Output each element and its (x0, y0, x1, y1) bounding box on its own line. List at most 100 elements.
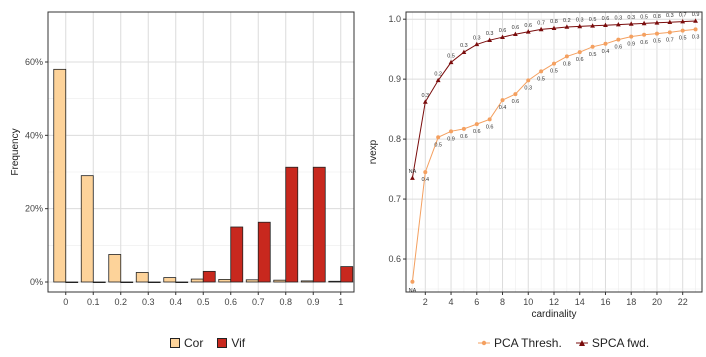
point-pca-21 (667, 30, 672, 35)
x-tick-label: 0.4 (169, 297, 182, 307)
point-pca-17 (616, 37, 621, 42)
point-pca-11 (539, 69, 544, 74)
point-spca-7 (487, 37, 493, 42)
point-pca-18 (629, 34, 634, 39)
bar-vif-0.1 (92, 281, 106, 284)
y-tick-label: 0.8 (388, 134, 401, 144)
legend-label-cor: Cor (184, 336, 204, 350)
x-tick-label: 20 (652, 297, 662, 307)
point-spca-11 (538, 26, 544, 32)
point-pca-19 (642, 32, 647, 37)
data-label-spca: 0.3 (666, 13, 674, 19)
data-label-pca: 0.9 (627, 42, 635, 48)
x-tick-label: 0 (63, 297, 68, 307)
data-label-pca: 0.4 (602, 49, 610, 55)
x-tick-label: 4 (449, 297, 454, 307)
data-label-spca: 0.5 (447, 53, 455, 59)
data-label-spca: 0.8 (550, 19, 558, 25)
x-tick-label: 0.8 (279, 297, 292, 307)
point-pca-13 (564, 54, 569, 59)
bar-cor-0.8 (273, 279, 287, 283)
x-tick-label: 0.9 (307, 297, 320, 307)
point-pca-4 (449, 129, 454, 134)
bar-cor-0 (53, 68, 67, 283)
x-tick-label: 0.6 (224, 297, 237, 307)
y-tick-label: 0% (30, 277, 43, 287)
left-legend: Cor Vif (170, 336, 253, 350)
x-tick-label: 6 (474, 297, 479, 307)
data-label-pca: 0.6 (486, 124, 494, 130)
data-label-pca: 0.6 (640, 40, 648, 46)
y-tick-label: 20% (25, 204, 43, 214)
legend-label-spca: SPCA fwd. (591, 336, 650, 350)
data-label-pca: 0.6 (460, 134, 468, 140)
point-spca-21 (667, 19, 673, 24)
data-label-pca: 0.6 (615, 45, 623, 51)
point-pca-16 (603, 41, 608, 46)
point-pca-10 (526, 78, 531, 83)
point-spca-8 (500, 34, 505, 39)
x-tick-label: 2 (423, 297, 428, 307)
bar-cor-0.2 (108, 254, 122, 283)
point-spca-2 (422, 99, 428, 104)
bar-cor-0.4 (163, 277, 177, 283)
data-label-spca: 0.2 (434, 71, 442, 77)
data-label-pca: 0.5 (589, 52, 597, 58)
data-label-spca: 0.3 (627, 15, 635, 21)
legend-swatch-vif (217, 338, 228, 348)
rvexp-line-chart: 0.6 0.7 0.8 0.9 1.0 2 4 6 8 10 12 14 16 18 20 22 NA 0.4 0.… (368, 11, 703, 320)
data-label-spca: 0.6 (499, 28, 507, 34)
data-label-pca: NA (409, 288, 417, 294)
data-label-pca: 0.3 (692, 34, 700, 40)
data-label-spca: 0.5 (589, 17, 597, 23)
x-tick-label: 16 (600, 297, 610, 307)
panel-border (405, 11, 703, 293)
data-label-pca: 0.4 (499, 105, 507, 111)
bar-vif-1 (340, 266, 354, 283)
bar-cor-0.3 (135, 272, 149, 283)
y-tick-label: 0.7 (388, 194, 401, 204)
legend-marker-pca (478, 340, 490, 346)
legend-marker-spca (575, 340, 588, 346)
data-label-pca: 0.3 (524, 85, 532, 91)
y-tick-label: 1.0 (388, 14, 401, 24)
frequency-bar-chart: 0% 20% 40% 60% 0 0.1 0.2 0.3 0.4 0.5 0.6 0.7 0.8 0.9 1… (10, 11, 355, 307)
point-spca-12 (551, 25, 557, 30)
x-axis-label: cardinality (531, 309, 576, 320)
legend-item-cor: Cor (170, 336, 203, 350)
panel-border (47, 11, 355, 293)
point-spca-16 (603, 22, 608, 27)
y-axis-label: rvexp (368, 139, 379, 164)
bar-vif-0.5 (202, 270, 216, 283)
point-spca-17 (615, 21, 621, 27)
point-spca-14 (577, 23, 583, 29)
right-legend: PCA Thresh. SPCA fwd. (478, 336, 657, 350)
data-label-pca: 0.9 (447, 136, 455, 142)
bar-cor-1 (328, 280, 342, 283)
legend-item-pca: PCA Thresh. (478, 336, 562, 350)
data-label-pca: 0.7 (666, 37, 674, 43)
data-label-pca: 0.6 (576, 57, 584, 63)
data-label-spca: 0.7 (537, 20, 545, 26)
data-label-pca: 0.5 (679, 36, 687, 42)
data-label-spca: 0.3 (486, 31, 494, 37)
data-label-spca: 0.8 (653, 14, 661, 20)
bar-cor-0.5 (190, 278, 204, 283)
bar-vif-0.3 (147, 281, 161, 284)
y-tick-label: 0.6 (388, 254, 401, 264)
x-tick-label: 8 (500, 297, 505, 307)
bar-cor-0.7 (245, 279, 259, 283)
x-tick-label: 1 (338, 297, 343, 307)
point-spca-13 (564, 24, 570, 29)
point-pca-20 (654, 31, 659, 36)
point-pca-23 (693, 27, 698, 32)
data-label-pca: 0.8 (563, 61, 571, 67)
data-label-spca: 0.5 (640, 14, 648, 20)
point-spca-19 (641, 20, 647, 26)
point-pca-2 (423, 170, 428, 175)
data-label-spca: 0.6 (602, 16, 610, 22)
data-label-pca: 0.5 (434, 142, 442, 148)
bar-vif-0 (65, 281, 79, 284)
data-label-spca: NA (409, 169, 417, 175)
